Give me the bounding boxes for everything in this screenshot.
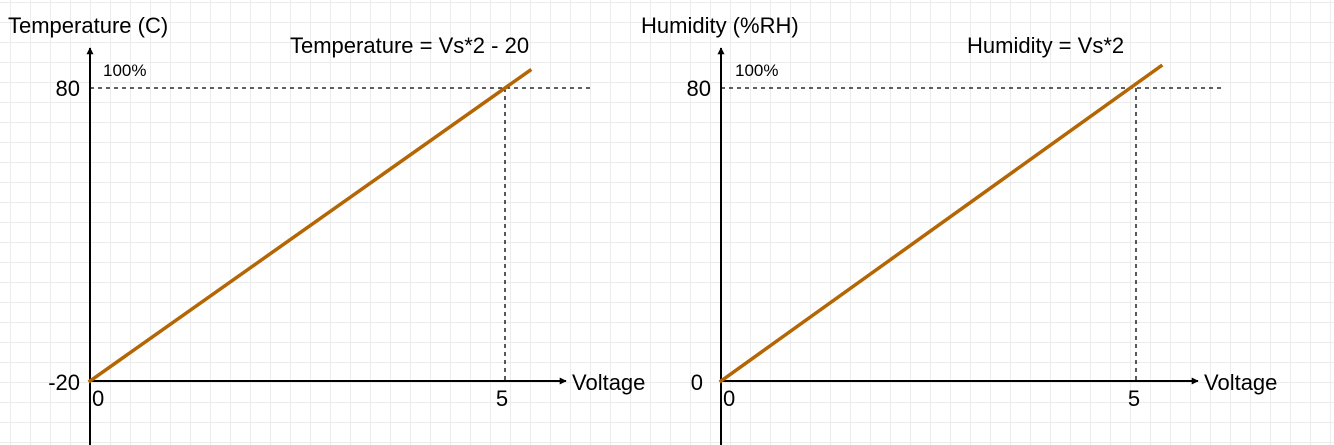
y-axis-label: Humidity (%RH) xyxy=(641,13,799,38)
y-axis-label: Temperature (C) xyxy=(8,13,168,38)
x-tick-label-five: 5 xyxy=(1128,386,1140,411)
x-tick-label-five: 5 xyxy=(496,386,508,411)
x-tick-label-origin: 0 xyxy=(723,386,735,411)
series-line xyxy=(87,67,533,384)
x-tick-label-origin: 0 xyxy=(92,386,104,411)
x-axis-label: Voltage xyxy=(1204,370,1277,395)
chart-title: Humidity = Vs*2 xyxy=(967,33,1124,58)
y-top-annotation: 100% xyxy=(735,61,778,80)
y-tick-label-bottom: 0 xyxy=(691,370,703,395)
y-top-annotation: 100% xyxy=(103,61,146,80)
x-axis-label: Voltage xyxy=(572,370,645,395)
humidity-chart: Humidity (%RH) Humidity = Vs*2 100% 80 0… xyxy=(641,13,1277,445)
y-tick-label-top: 80 xyxy=(56,76,80,101)
y-tick-label-top: 80 xyxy=(687,76,711,101)
y-tick-label-bottom: -20 xyxy=(48,370,80,395)
temperature-chart: Temperature (C) Temperature = Vs*2 - 20 … xyxy=(8,13,645,445)
chart-title: Temperature = Vs*2 - 20 xyxy=(290,33,529,58)
series-line xyxy=(718,63,1164,384)
